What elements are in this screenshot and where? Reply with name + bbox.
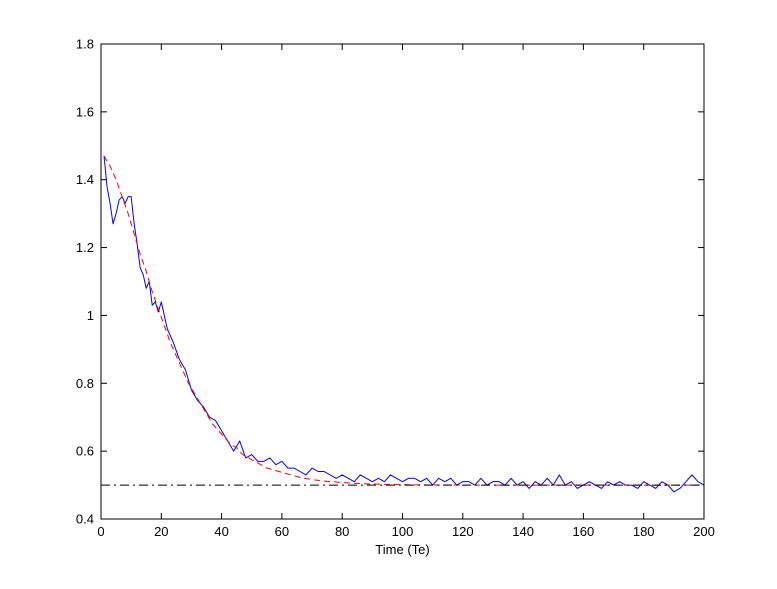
x-tick-label: 60 [275,524,289,539]
y-tick-label: 0.6 [76,444,94,459]
x-tick-label: 20 [154,524,168,539]
y-tick-label: 0.8 [76,376,94,391]
x-tick-label: 40 [214,524,228,539]
x-axis-label: Time (Te) [375,542,429,557]
x-tick-label: 160 [573,524,595,539]
x-tick-label: 140 [512,524,534,539]
plot-area [101,44,704,519]
y-tick-label: 1 [87,308,94,323]
y-tick-label: 1.4 [76,172,94,187]
plot-frame [100,43,705,520]
x-tick-label: 200 [693,524,715,539]
x-tick-label: 0 [97,524,104,539]
x-tick-label: 80 [335,524,349,539]
y-tick-label: 1.2 [76,240,94,255]
x-tick-label: 100 [392,524,414,539]
y-tick-label: 0.4 [76,512,94,527]
axis-layer: 0 20 40 60 80 100 120 140 160 180 200 0.4 0.6 0.8 1 1.2… [76,37,715,540]
y-tick-label: 1.6 [76,104,94,119]
series-layer [101,155,705,493]
y-tick-label: 1.8 [76,37,94,52]
x-tick-label: 120 [452,524,474,539]
x-tick-label: 180 [633,524,655,539]
